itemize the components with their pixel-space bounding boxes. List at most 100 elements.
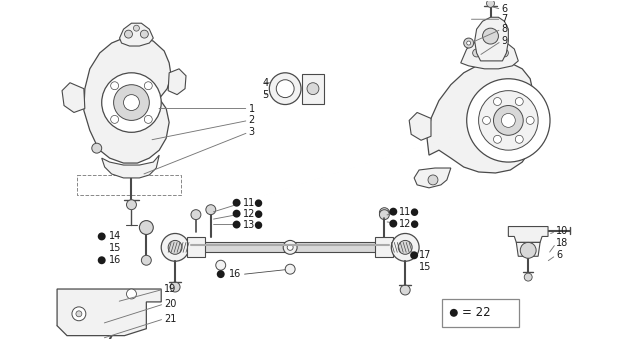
Circle shape (515, 135, 523, 143)
Circle shape (98, 233, 106, 240)
Polygon shape (475, 17, 509, 61)
Text: 19: 19 (164, 284, 177, 294)
Circle shape (111, 115, 119, 123)
Polygon shape (57, 289, 161, 336)
Circle shape (269, 73, 301, 104)
Text: 13●: 13● (242, 220, 263, 230)
Circle shape (473, 49, 481, 57)
Circle shape (92, 143, 102, 153)
Circle shape (501, 49, 509, 57)
Text: 4: 4 (263, 78, 268, 88)
Bar (302, 74, 324, 104)
Circle shape (467, 79, 550, 162)
Text: 5: 5 (263, 90, 269, 100)
Circle shape (486, 0, 494, 7)
Bar (189, 242, 391, 252)
Circle shape (488, 43, 494, 49)
Circle shape (140, 221, 153, 235)
Circle shape (145, 82, 152, 90)
Text: 15: 15 (419, 262, 431, 272)
Circle shape (391, 234, 419, 261)
Circle shape (283, 240, 297, 254)
Circle shape (379, 208, 389, 218)
Text: 12●: 12● (399, 219, 420, 228)
Circle shape (114, 85, 150, 120)
Circle shape (410, 251, 418, 259)
Polygon shape (414, 168, 451, 188)
Text: 7: 7 (501, 14, 507, 24)
Circle shape (483, 28, 499, 44)
Text: 3: 3 (248, 127, 255, 137)
Circle shape (170, 282, 180, 292)
Circle shape (145, 115, 152, 123)
Polygon shape (168, 69, 186, 95)
Text: 6: 6 (501, 4, 507, 14)
Circle shape (389, 208, 397, 216)
Text: 11●: 11● (399, 207, 420, 217)
Circle shape (526, 116, 534, 124)
Circle shape (478, 91, 538, 150)
Circle shape (398, 240, 412, 254)
Text: 8: 8 (501, 24, 507, 34)
Circle shape (216, 260, 226, 270)
Circle shape (232, 210, 240, 218)
Circle shape (400, 285, 410, 295)
Circle shape (124, 30, 132, 38)
Circle shape (133, 25, 140, 31)
Circle shape (494, 98, 501, 105)
Text: 16: 16 (229, 269, 241, 279)
Circle shape (515, 98, 523, 105)
Text: 17: 17 (419, 250, 431, 260)
Circle shape (232, 199, 240, 207)
Bar (442, 299, 519, 327)
Circle shape (494, 135, 501, 143)
Circle shape (287, 244, 293, 250)
Circle shape (102, 73, 161, 132)
Text: 20: 20 (164, 299, 177, 309)
Text: 12●: 12● (242, 209, 263, 219)
Polygon shape (516, 242, 540, 256)
Polygon shape (119, 23, 153, 46)
Polygon shape (409, 113, 431, 140)
Circle shape (285, 264, 295, 274)
Circle shape (276, 80, 294, 98)
Circle shape (206, 205, 216, 215)
Polygon shape (509, 226, 548, 242)
Text: 14: 14 (109, 232, 121, 241)
Text: = 22: = 22 (462, 306, 490, 319)
Polygon shape (102, 155, 159, 178)
Circle shape (142, 255, 151, 265)
Text: 10: 10 (556, 226, 568, 237)
Circle shape (127, 200, 137, 210)
Circle shape (389, 220, 397, 227)
Circle shape (520, 242, 536, 258)
Circle shape (501, 114, 515, 128)
Circle shape (524, 273, 532, 281)
Polygon shape (187, 237, 205, 257)
Text: 9: 9 (501, 36, 507, 46)
Circle shape (76, 311, 82, 317)
Circle shape (161, 234, 189, 261)
Text: 2: 2 (248, 115, 255, 125)
Text: 15: 15 (109, 243, 121, 253)
Polygon shape (427, 61, 533, 173)
Circle shape (483, 116, 491, 124)
Circle shape (124, 95, 140, 110)
Circle shape (464, 38, 473, 48)
Circle shape (307, 83, 319, 95)
Circle shape (217, 270, 225, 278)
Circle shape (140, 30, 148, 38)
Polygon shape (376, 237, 393, 257)
Circle shape (450, 309, 458, 317)
Circle shape (168, 240, 182, 254)
Text: 18: 18 (556, 238, 568, 249)
Circle shape (98, 256, 106, 264)
Circle shape (428, 175, 438, 185)
Text: 21: 21 (164, 314, 177, 324)
Text: 16: 16 (109, 255, 121, 265)
Circle shape (191, 210, 201, 220)
Text: 11●: 11● (242, 198, 263, 208)
Circle shape (127, 289, 137, 299)
Polygon shape (62, 83, 85, 113)
Circle shape (72, 307, 86, 321)
